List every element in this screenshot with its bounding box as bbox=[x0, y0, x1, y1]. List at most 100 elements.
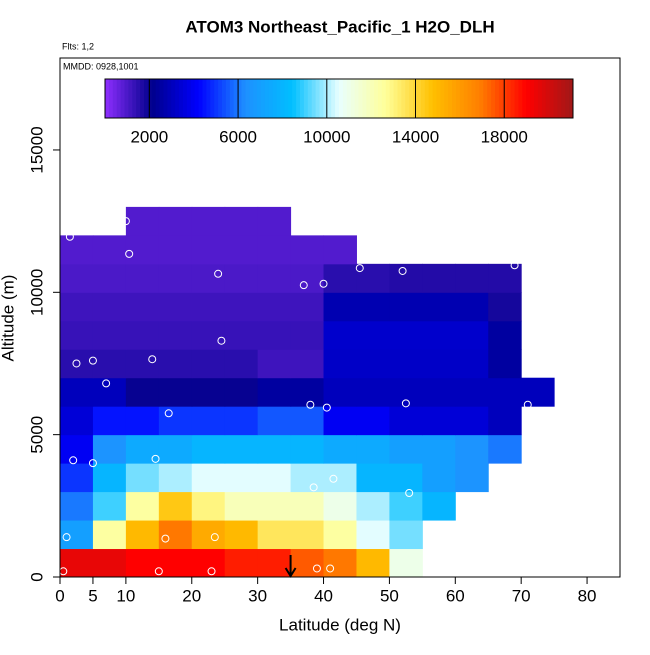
heat-cell bbox=[224, 349, 259, 379]
heat-cell bbox=[158, 520, 193, 550]
colorbar-cell bbox=[190, 79, 196, 118]
heat-cell bbox=[191, 520, 226, 550]
heat-cell bbox=[290, 349, 325, 379]
heat-cell bbox=[92, 434, 127, 464]
colorbar-cell bbox=[307, 79, 313, 118]
heat-cell bbox=[356, 320, 390, 350]
colorbar-cell bbox=[132, 79, 137, 118]
heat-cell bbox=[356, 377, 390, 407]
colorbar-cell bbox=[557, 79, 562, 118]
flight-point bbox=[319, 279, 328, 288]
heat-cell bbox=[158, 548, 193, 578]
flight-point bbox=[65, 232, 74, 241]
heat-cell bbox=[521, 377, 555, 407]
colorbar-cell bbox=[381, 79, 387, 118]
heat-cell bbox=[257, 520, 292, 550]
colorbar-cell bbox=[448, 79, 453, 118]
colorbar-cell bbox=[136, 79, 141, 118]
flight-point bbox=[299, 281, 308, 290]
colorbar-cell bbox=[541, 79, 547, 118]
heat-cell bbox=[290, 377, 325, 407]
x-axis-label: Latitude (deg N) bbox=[279, 615, 401, 634]
heat-cell bbox=[224, 235, 259, 265]
colorbar-cell bbox=[502, 79, 508, 118]
y-tick-label: 0 bbox=[27, 572, 46, 581]
heat-cell bbox=[92, 263, 127, 293]
heat-cell bbox=[224, 463, 259, 493]
heat-cell bbox=[60, 292, 94, 322]
colorbar-cell bbox=[339, 79, 344, 118]
colorbar-cell bbox=[452, 79, 457, 118]
heat-cell bbox=[125, 377, 160, 407]
heat-cell bbox=[455, 463, 489, 493]
heat-cell bbox=[158, 320, 193, 350]
heat-cell bbox=[488, 377, 522, 407]
heat-cell bbox=[257, 349, 292, 379]
colorbar-tick-label: 10000 bbox=[303, 127, 350, 146]
colorbar-cell bbox=[510, 79, 515, 118]
x-tick-label: 5 bbox=[88, 586, 97, 605]
heat-cell bbox=[422, 377, 456, 407]
heat-cell bbox=[224, 292, 259, 322]
colorbar-cell bbox=[378, 79, 383, 118]
flight-point bbox=[125, 249, 134, 258]
heat-cell bbox=[455, 263, 489, 293]
heat-cell bbox=[191, 463, 226, 493]
heat-cell bbox=[92, 548, 127, 578]
colorbar-cell bbox=[186, 79, 192, 118]
colorbar-cell bbox=[506, 79, 512, 118]
heat-cell bbox=[356, 463, 390, 493]
heat-cell bbox=[290, 292, 325, 322]
heat-cell bbox=[356, 434, 390, 464]
y-axis-label: Altitude (m) bbox=[0, 275, 17, 362]
colorbar-cell bbox=[257, 79, 262, 118]
colorbar-cell bbox=[241, 79, 246, 118]
heat-cell bbox=[323, 548, 357, 578]
heat-cell bbox=[158, 491, 193, 521]
colorbar-cell bbox=[463, 79, 469, 118]
heat-cell bbox=[224, 520, 259, 550]
heat-cell bbox=[60, 520, 94, 550]
heat-cell bbox=[455, 377, 489, 407]
heat-cell bbox=[389, 320, 423, 350]
flight-point bbox=[88, 459, 97, 468]
heat-cell bbox=[224, 434, 259, 464]
heat-cell bbox=[290, 320, 325, 350]
colorbar-cell bbox=[292, 79, 297, 118]
colorbar-cell bbox=[491, 79, 496, 118]
heatmap bbox=[60, 206, 555, 578]
colorbar-cell bbox=[163, 79, 168, 118]
heat-cell bbox=[488, 320, 522, 350]
heat-cell bbox=[389, 263, 423, 293]
flight-point bbox=[322, 403, 331, 412]
colorbar-cell bbox=[155, 79, 161, 118]
heat-cell bbox=[158, 377, 193, 407]
heat-cell bbox=[92, 520, 127, 550]
heat-cell bbox=[92, 491, 127, 521]
heat-cell bbox=[158, 235, 193, 265]
heat-cell bbox=[488, 406, 522, 436]
heat-cell bbox=[224, 377, 259, 407]
heat-cell bbox=[92, 463, 127, 493]
heat-cell bbox=[257, 406, 292, 436]
heat-cell bbox=[422, 292, 456, 322]
flight-point bbox=[69, 456, 78, 465]
colorbar-cell bbox=[526, 79, 531, 118]
heat-cell bbox=[224, 406, 259, 436]
heat-cell bbox=[422, 320, 456, 350]
heat-cell bbox=[389, 548, 423, 578]
heat-cell bbox=[356, 520, 390, 550]
colorbar-cell bbox=[459, 79, 465, 118]
overlay: 0 5 10 20 30 40 50 60 70 80 0 5000 10000 15000 2000 600… bbox=[27, 57, 621, 605]
colorbar-cell bbox=[159, 79, 164, 118]
heat-cell bbox=[389, 377, 423, 407]
heat-cell bbox=[60, 349, 94, 379]
flight-point bbox=[72, 359, 81, 368]
colorbar-cell bbox=[385, 79, 391, 118]
colorbar-cell bbox=[311, 79, 317, 118]
colorbar-cell bbox=[424, 79, 430, 118]
heat-cell bbox=[125, 463, 160, 493]
heat-cell bbox=[389, 406, 423, 436]
colorbar-cell bbox=[108, 79, 114, 118]
colorbar-cell bbox=[471, 79, 476, 118]
